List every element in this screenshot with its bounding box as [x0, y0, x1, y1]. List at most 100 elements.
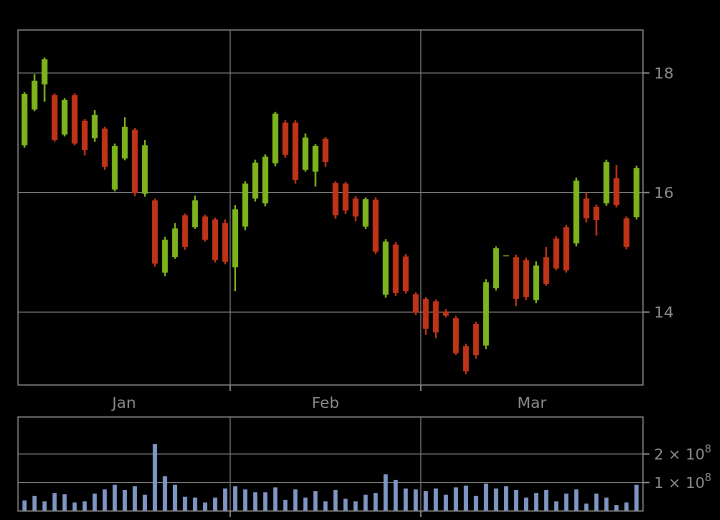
candle-down: [182, 213, 188, 250]
candle-up: [483, 279, 489, 350]
volume-bar: [243, 489, 248, 511]
volume-bar: [564, 493, 569, 511]
candle-body: [493, 248, 499, 289]
candle-down: [131, 128, 138, 197]
candle-body: [172, 228, 178, 258]
candle-body: [623, 218, 630, 247]
month-label: Feb: [312, 394, 339, 412]
volume-bar: [393, 479, 398, 511]
candle-up: [603, 159, 610, 206]
candle-down: [332, 181, 339, 219]
volume-bar: [142, 494, 147, 511]
volume-tick-exponent: 8: [705, 444, 712, 456]
volume-plot-frame: [17, 416, 644, 512]
candle-body: [503, 255, 509, 257]
volume-bar: [503, 486, 509, 511]
candle-down: [322, 136, 329, 167]
volume-bar: [82, 501, 87, 511]
candle-up: [573, 177, 580, 247]
volume-bar: [433, 488, 438, 511]
candle-down: [463, 343, 469, 375]
candle-up: [362, 197, 369, 230]
candle-down: [623, 216, 630, 250]
volume-bar: [293, 489, 298, 511]
candle-body: [573, 180, 580, 244]
volume-bar: [383, 474, 388, 511]
price-tick-label: 16: [654, 184, 674, 202]
volume-bar: [604, 497, 609, 511]
candle-body: [91, 114, 98, 139]
volume-bar: [443, 494, 448, 511]
candle-body: [613, 178, 620, 206]
candle-body: [633, 168, 640, 218]
candle-body: [21, 93, 28, 146]
candle-body: [131, 129, 138, 194]
candle-down: [71, 93, 78, 146]
volume-bar: [333, 489, 338, 511]
volume-tick-label: 1 × 108: [654, 472, 711, 492]
candle-body: [533, 265, 540, 301]
volume-bar: [353, 501, 358, 511]
candle-body: [302, 137, 309, 170]
volume-tick-mantissa: 2 × 10: [654, 446, 705, 464]
candle-down: [222, 219, 229, 265]
candle-up: [382, 239, 389, 298]
candle-up: [533, 261, 540, 304]
candle-down: [412, 292, 419, 316]
volume-bar: [514, 489, 519, 511]
candle-up: [493, 246, 499, 291]
candle-up: [111, 143, 118, 192]
volume-bar: [413, 489, 418, 511]
volume-bar: [192, 497, 198, 511]
volume-bar: [32, 495, 37, 511]
candle-down: [51, 93, 58, 142]
volume-bar: [624, 502, 629, 511]
candle-body: [523, 260, 530, 298]
volume-tick-exponent: 8: [705, 472, 712, 484]
candle-body: [402, 256, 409, 292]
volume-bar: [574, 489, 579, 511]
candle-body: [192, 200, 198, 228]
price-panel: 18 16 14 Jan Feb Mar: [18, 30, 674, 412]
candle-up: [141, 139, 148, 197]
volume-bar: [423, 491, 428, 511]
candle-down: [613, 165, 620, 208]
candle-body: [162, 239, 168, 273]
volume-bar: [102, 489, 107, 511]
candle-up: [91, 110, 98, 142]
candle-up: [61, 98, 68, 137]
volume-bar: [112, 484, 117, 511]
candle-up: [162, 236, 168, 277]
volume-bar: [223, 488, 228, 511]
candle-body: [513, 257, 520, 299]
candle-down: [392, 242, 399, 296]
candle-body: [422, 298, 429, 329]
volume-bar: [152, 444, 158, 511]
candle-body: [412, 294, 419, 313]
price-plot-frame: [17, 29, 644, 386]
candle-up: [232, 205, 239, 292]
volume-bar: [92, 493, 97, 511]
candle-body: [41, 59, 48, 85]
candle-down: [583, 192, 590, 223]
volume-bar: [403, 488, 408, 511]
candle-body: [242, 183, 249, 227]
candle-body: [442, 311, 449, 316]
volume-bar: [213, 497, 218, 511]
candle-down: [473, 321, 479, 359]
candle-body: [332, 182, 339, 216]
candle-body: [31, 80, 38, 110]
volume-bar: [283, 499, 288, 511]
candle-body: [222, 223, 229, 262]
price-tick-label: 18: [654, 65, 674, 83]
candle-body: [312, 145, 319, 172]
candle-body: [372, 199, 379, 252]
candle-body: [282, 122, 289, 155]
volume-bar: [162, 476, 168, 511]
volume-bar: [22, 500, 27, 511]
volume-bar: [273, 487, 278, 511]
volume-bar: [132, 486, 137, 511]
volume-bar: [323, 501, 328, 511]
candle-up: [272, 111, 279, 167]
